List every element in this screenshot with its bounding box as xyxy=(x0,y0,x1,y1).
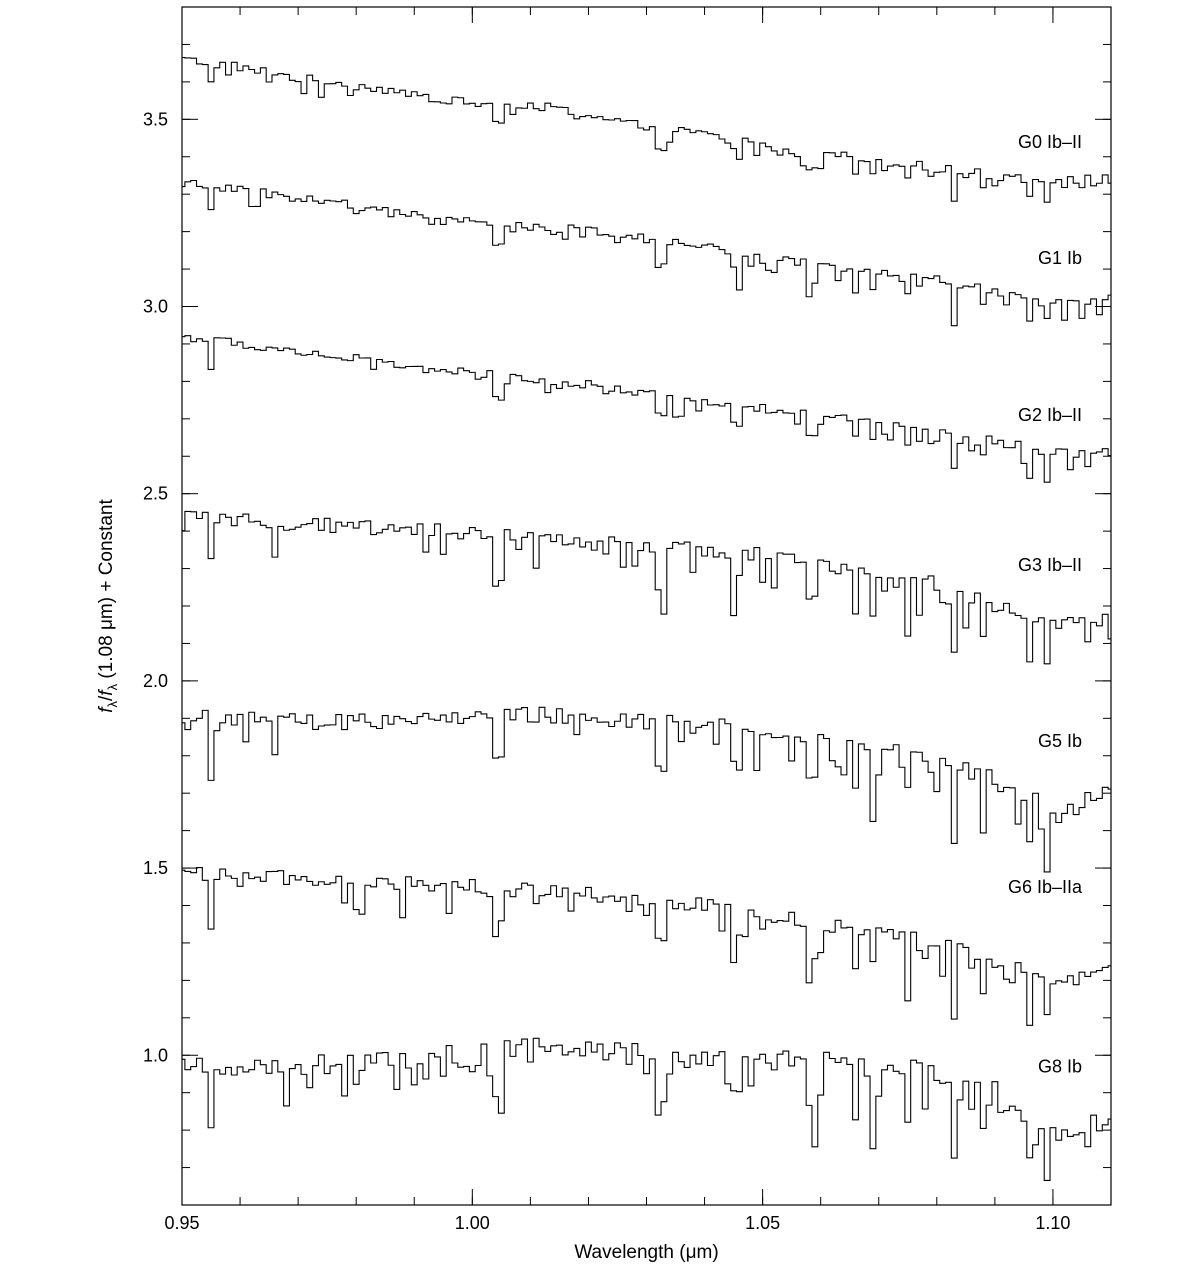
y-tick-label: 3.0 xyxy=(143,297,168,317)
plot-area: G0 Ib–II G1 Ib G2 Ib–II G3 Ib–II G5 Ib G6 Ib–… xyxy=(182,56,1111,1181)
x-tick-label: 1.00 xyxy=(455,1213,490,1233)
x-tick-label: 0.95 xyxy=(164,1213,199,1233)
spectrum-line-1 xyxy=(182,179,1111,327)
spectrum-line-5 xyxy=(182,867,1111,1026)
spectrum-line-0 xyxy=(182,56,1111,203)
spectrum-line-2 xyxy=(182,335,1111,483)
y-title-f2: f xyxy=(96,689,117,696)
y-tick-label: 2.0 xyxy=(143,671,168,691)
spectrum-line-3 xyxy=(182,510,1111,665)
x-tick-label: 1.10 xyxy=(1035,1213,1070,1233)
y-axis-title: fλ/fλ (1.08 μm) + Constant xyxy=(96,499,120,713)
series-label: G0 Ib–II xyxy=(1018,132,1082,152)
x-axis-title: Wavelength (μm) xyxy=(574,1242,718,1263)
y-title-sub2: λ xyxy=(105,683,120,690)
y-title-rest: (1.08 μm) + Constant xyxy=(96,499,117,684)
series-label: G6 Ib–IIa xyxy=(1008,877,1083,897)
plot-frame xyxy=(181,6,1112,1206)
spectrum-line-4 xyxy=(182,706,1111,873)
axis-ticks xyxy=(181,6,1112,1206)
tick-labels: 0.95 1.00 1.05 1.10 1.0 1.5 2.0 2.5 3.0 3.5 xyxy=(143,109,1070,1233)
series-label: G5 Ib xyxy=(1038,731,1082,751)
y-tick-label: 2.5 xyxy=(143,484,168,504)
y-tick-label: 1.5 xyxy=(143,858,168,878)
y-title-slash: / xyxy=(96,695,117,701)
spectrum-line-6 xyxy=(182,1037,1111,1181)
series-label: G2 Ib–II xyxy=(1018,405,1082,425)
y-tick-label: 1.0 xyxy=(143,1045,168,1065)
y-title-sub1: λ xyxy=(105,700,120,707)
x-tick-label: 1.05 xyxy=(745,1213,780,1233)
series-label: G3 Ib–II xyxy=(1018,555,1082,575)
series-label: G8 Ib xyxy=(1038,1056,1082,1076)
y-tick-label: 3.5 xyxy=(143,109,168,129)
series-label: G1 Ib xyxy=(1038,248,1082,268)
y-title-f1: f xyxy=(96,706,117,713)
